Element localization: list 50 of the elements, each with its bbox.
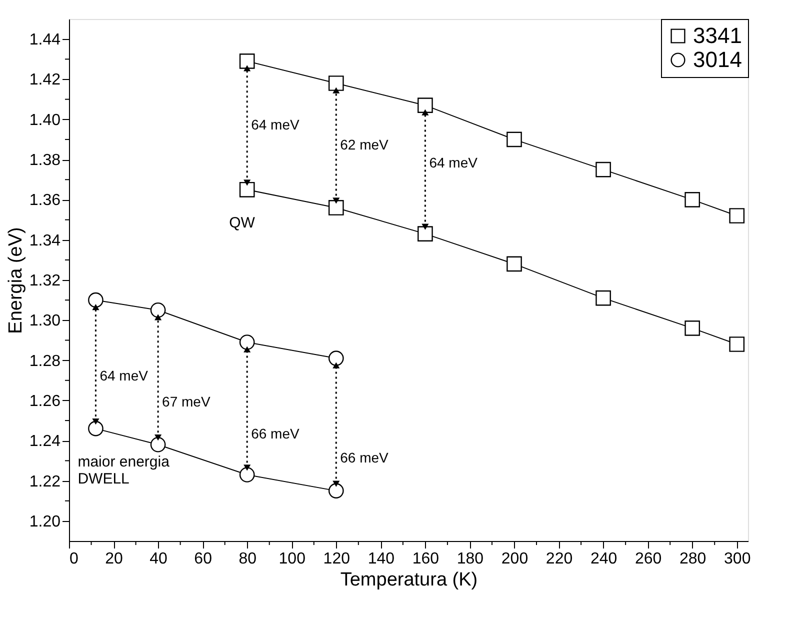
y-tick-label: 1.22	[29, 473, 61, 490]
point	[684, 192, 700, 208]
y-tick-label: 1.34	[29, 232, 61, 250]
annotation: 66 meV	[340, 450, 390, 466]
x-tick-label: 180	[456, 550, 484, 568]
annotation: 62 meV	[340, 136, 390, 152]
y-tick-label: 1.24	[29, 433, 61, 450]
point	[596, 162, 611, 178]
point	[596, 290, 611, 306]
y-tick-label: 1.38	[29, 152, 61, 170]
x-tick-label: 80	[238, 550, 257, 568]
y-tick-label: 1.26	[29, 392, 61, 410]
point	[506, 256, 522, 272]
y-tick-label: 1.28	[29, 352, 61, 370]
point	[506, 132, 522, 148]
y-tick-label: 1.36	[29, 192, 61, 210]
x-tick-label: 200	[501, 550, 528, 568]
annotation: 66 meV	[251, 426, 300, 442]
annotation: 67 meV	[162, 393, 211, 410]
point	[684, 320, 700, 336]
y-axis-title: Energia (eV)	[5, 227, 26, 334]
x-tick-label: 160	[412, 550, 440, 568]
x-tick-label: 120	[323, 550, 350, 568]
x-tick-label: 300	[724, 550, 751, 568]
x-tick-label: 20	[105, 550, 124, 568]
point	[729, 208, 745, 224]
annotation: 64 meV	[100, 367, 149, 384]
y-tick-label: 1.20	[29, 513, 61, 530]
y-tick-label: 1.32	[29, 272, 61, 290]
x-tick-label: 220	[546, 550, 573, 568]
x-axis-title: Temperatura (K)	[340, 570, 478, 590]
y-tick-label: 1.44	[29, 32, 61, 49]
x-tick-label: 240	[590, 550, 618, 568]
y-tick-label: 1.42	[29, 72, 61, 89]
y-tick-label: 1.40	[29, 112, 61, 129]
x-tick-label: 0	[70, 550, 78, 568]
annotation: 64 meV	[251, 116, 300, 132]
point	[729, 336, 745, 352]
x-tick-label: 100	[278, 550, 306, 568]
x-tick-label: 140	[368, 550, 395, 568]
legend-label: 3341	[693, 23, 742, 48]
x-tick-label: 40	[150, 550, 168, 568]
annotation: 64 meV	[429, 154, 478, 171]
annotation: QW	[229, 214, 256, 232]
x-tick-label: 280	[679, 550, 706, 568]
y-tick-label: 1.30	[29, 312, 61, 330]
x-tick-label: 260	[634, 550, 662, 568]
x-tick-label: 60	[194, 550, 212, 568]
annotation: maior energia DWELL	[78, 454, 170, 488]
legend-label: 3014	[693, 47, 742, 72]
